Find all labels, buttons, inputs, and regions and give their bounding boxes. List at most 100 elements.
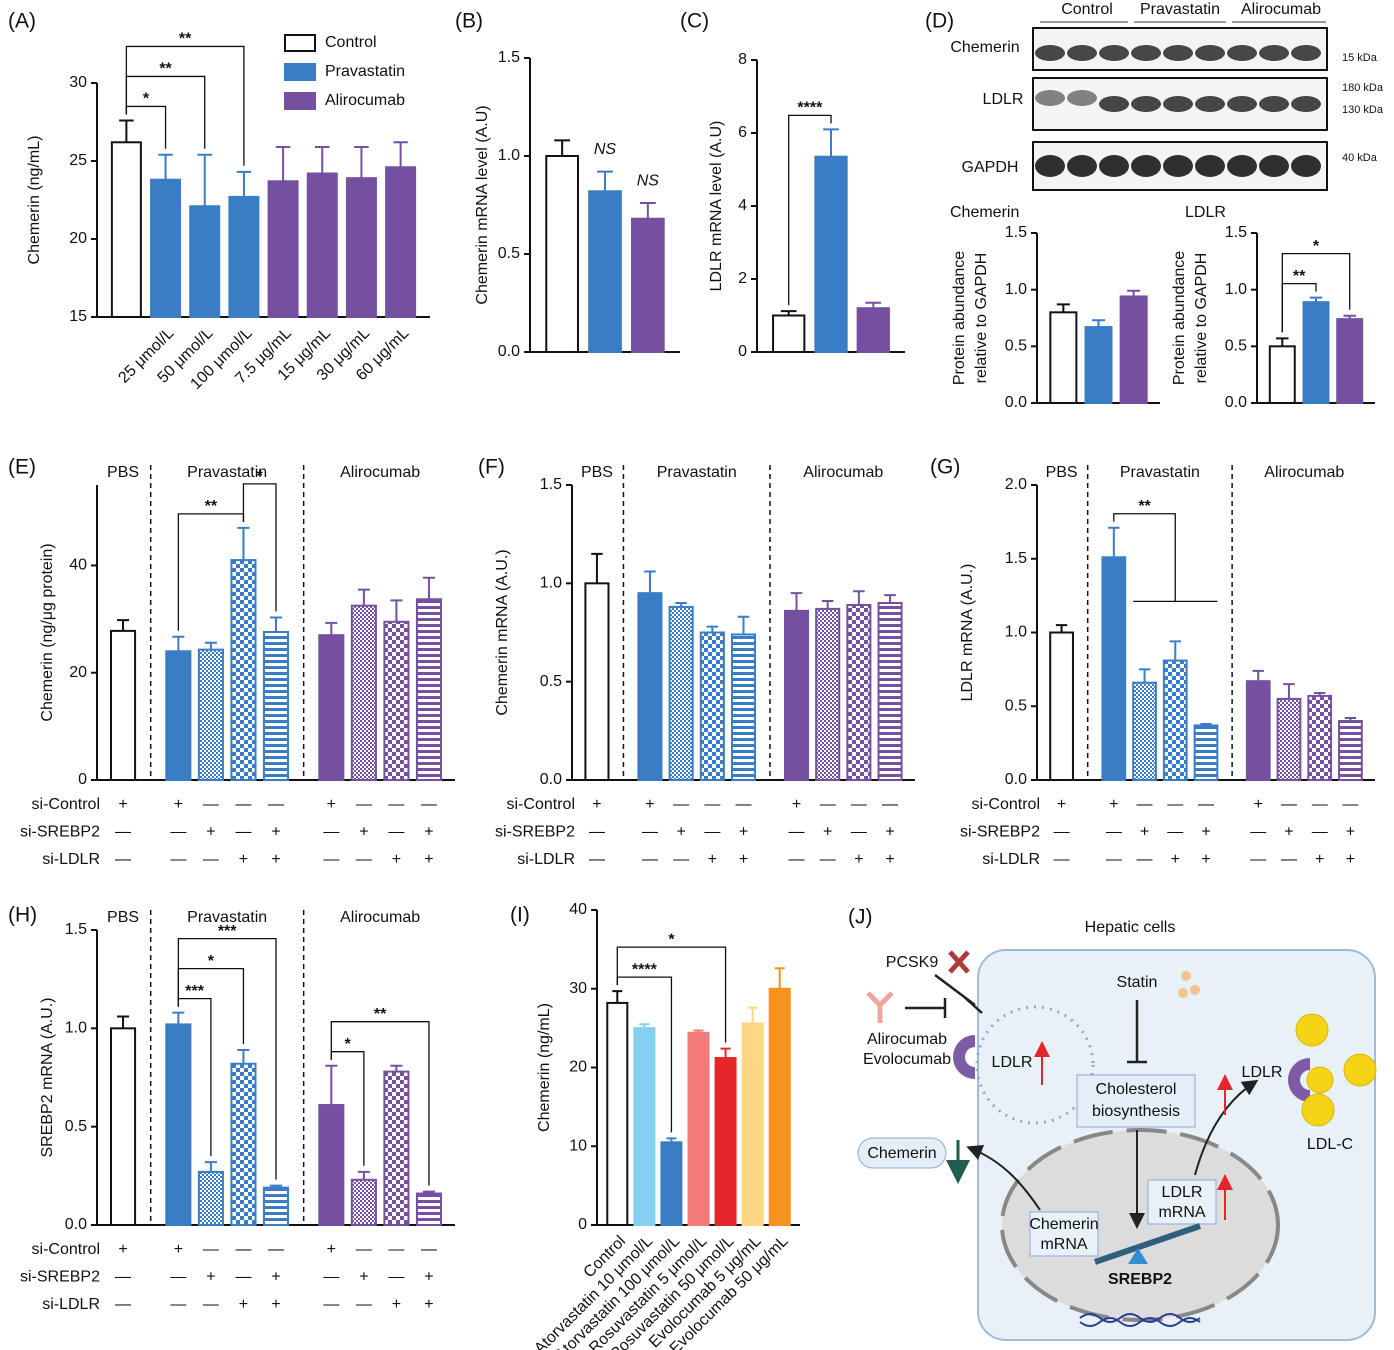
y-axis-label: Chemerin (ng/μg protein) [39, 543, 56, 721]
bar [1049, 311, 1078, 405]
bar [306, 172, 338, 318]
blot-row-label: GAPDH [962, 159, 1019, 176]
treatment-mark: + [271, 851, 280, 868]
bar [197, 1170, 224, 1227]
treatment-mark: — [1250, 824, 1266, 841]
bar [1132, 681, 1157, 782]
treatment-mark: + [424, 1296, 433, 1313]
treatment-mark: — [356, 1241, 372, 1258]
blot-band [1195, 45, 1225, 61]
bar [228, 195, 260, 319]
y-tick-label: 30 [69, 74, 87, 91]
box [1147, 1179, 1217, 1225]
y-tick-label: 40 [569, 901, 587, 918]
panel-label: (B) [455, 10, 483, 33]
treatment-mark: — [235, 1269, 251, 1286]
error-bar [865, 301, 882, 309]
treatment-mark: — [203, 1296, 219, 1313]
treatment-mark: — [421, 1241, 437, 1258]
y-tick-label: 40 [69, 557, 87, 574]
treatment-mark: — [882, 796, 898, 813]
bar [262, 1186, 290, 1226]
error-bar [354, 145, 369, 179]
panel-label: (H) [8, 904, 37, 927]
treatment-mark: — [642, 824, 658, 841]
error-bar [357, 588, 370, 606]
significance-label: * [344, 1036, 351, 1053]
treatment-name: si-Control [972, 796, 1040, 813]
y-tick-label: 10 [569, 1137, 587, 1154]
kda-marker: 180 kDa [1342, 82, 1384, 94]
error-bar [597, 170, 613, 192]
error-bar [1169, 640, 1181, 661]
error-bar [390, 599, 403, 622]
bar [109, 1027, 137, 1227]
bar [415, 598, 443, 782]
bar [1101, 556, 1127, 782]
error-bar [357, 1170, 370, 1180]
treatment-name: si-LDLR [42, 851, 100, 868]
chart-panel: (C) LDLR mRNA level (A.U) 0 2 4 6 8 **** [680, 10, 905, 360]
bar [230, 1062, 257, 1226]
significance-label: * [208, 953, 215, 970]
treatment-mark: + [424, 1269, 433, 1286]
blot-band [1099, 96, 1129, 112]
treatment-name: si-Control [507, 796, 575, 813]
bar [1276, 697, 1302, 781]
bar [584, 582, 610, 781]
treatment-mark: + [271, 1296, 280, 1313]
bar [318, 634, 345, 781]
group-label: Pravastatin [1120, 464, 1200, 481]
treatment-mark: — [170, 1296, 186, 1313]
treatment-mark: — [1167, 796, 1183, 813]
treatment-mark: — [820, 796, 836, 813]
treatment-mark: — [704, 824, 720, 841]
ldl-particle [1295, 1013, 1329, 1047]
panel-label: (D) [925, 10, 954, 33]
y-tick-label: 0.5 [1225, 338, 1247, 355]
bar [1049, 631, 1074, 781]
ldl-label: LDL-C [1307, 1136, 1353, 1153]
treatment-mark: — [1137, 796, 1153, 813]
blot-band [1227, 45, 1257, 61]
treatment-mark: — [673, 851, 689, 868]
treatment-name: si-SREBP2 [20, 824, 100, 841]
error-bar [422, 576, 435, 600]
bar [267, 180, 299, 318]
legend-swatch [284, 34, 316, 52]
error-bar [1343, 314, 1356, 320]
error-bar [790, 592, 803, 611]
treatment-mark: — [1137, 851, 1153, 868]
error-bar [591, 552, 603, 584]
significance-label: *** [185, 983, 204, 1000]
panel-label: (J) [848, 906, 873, 929]
error-bar [853, 590, 865, 605]
bar [110, 141, 142, 318]
significance-label: ** [205, 498, 218, 515]
error-bar [204, 1161, 217, 1172]
treatment-mark: + [739, 851, 748, 868]
y-tick-label: 1.5 [1225, 224, 1247, 241]
treatment-mark: — [1106, 851, 1122, 868]
treatment-mark: — [115, 1269, 131, 1286]
treatment-mark: + [327, 796, 336, 813]
y-tick-label: 0 [738, 343, 747, 360]
bar [383, 620, 410, 781]
error-bar [720, 1047, 731, 1059]
treatment-mark: + [1140, 824, 1149, 841]
bar-annotation: NS [637, 172, 660, 189]
chart-panel: LDLR Protein abundance relative to GAPDH 0.… [1171, 204, 1375, 411]
legend-label: Alirocumab [325, 92, 405, 109]
treatment-name: si-Control [32, 1241, 100, 1258]
y-tick-label: 4 [738, 197, 747, 214]
treatment-mark: + [424, 824, 433, 841]
error-bar [1283, 683, 1295, 699]
blot-band [1131, 96, 1161, 112]
treatment-mark: — [1342, 796, 1358, 813]
process-label: Cholesterol [1096, 1081, 1177, 1098]
treatment-mark: — [851, 824, 867, 841]
treatment-mark: + [118, 1241, 127, 1258]
chemerin-label: Chemerin [867, 1145, 936, 1162]
significance-bracket [788, 114, 832, 306]
